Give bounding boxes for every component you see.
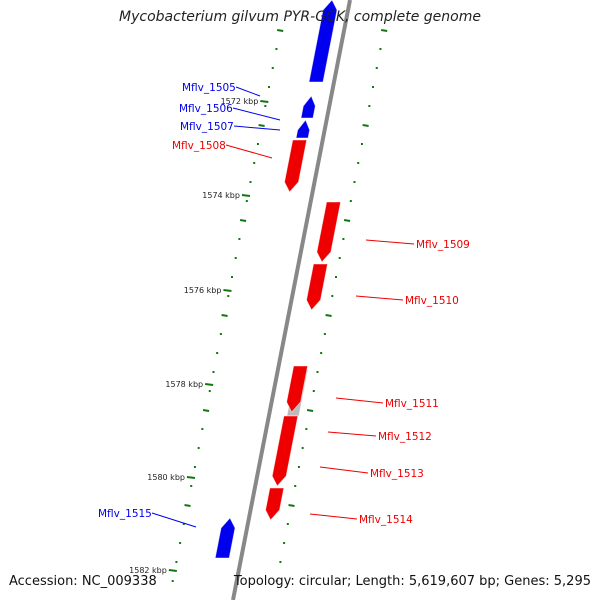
tick-marks — [171, 29, 388, 582]
gene-feature-Mflv_1514[interactable] — [265, 487, 285, 521]
gene-label-Mflv_1507[interactable]: Mflv_1507 — [180, 121, 234, 133]
gene-feature-Mflv_1508[interactable] — [284, 139, 308, 193]
gene-leader-line — [335, 397, 384, 404]
gene-leader-line — [232, 107, 281, 121]
gene-leader-line — [355, 295, 404, 301]
gene-label-Mflv_1509[interactable]: Mflv_1509 — [416, 239, 470, 251]
ruler-tick — [168, 569, 177, 572]
gene-label-Mflv_1510[interactable]: Mflv_1510 — [405, 295, 459, 307]
gene-feature-Mflv_1513[interactable] — [271, 415, 299, 487]
ruler-tick — [204, 383, 214, 386]
topology-label: Topology: circular; Length: 5,619,607 bp… — [233, 574, 591, 589]
gene-feature-Mflv_1515[interactable] — [214, 517, 236, 559]
gene-leader-line — [327, 431, 377, 437]
ruler-label: 1578 kbp — [165, 380, 203, 389]
tick-mark — [362, 124, 369, 127]
gene-leader-line — [309, 513, 358, 520]
ruler-label: 1574 kbp — [202, 191, 240, 200]
map-title: Mycobacterium gilvum PYR-GCK, complete g… — [119, 9, 481, 25]
tick-mark — [288, 504, 295, 507]
genome-backbone — [231, 0, 352, 600]
ruler-label: 1572 kbp — [221, 97, 259, 106]
gene-leader-line — [365, 239, 415, 245]
gene-label-Mflv_1514[interactable]: Mflv_1514 — [359, 514, 413, 526]
tick-mark — [343, 219, 351, 222]
gene-leader-line — [319, 466, 369, 474]
ruler-tick — [186, 476, 196, 479]
gene-feature-Mflv_1505[interactable] — [308, 0, 338, 83]
tick-mark — [306, 409, 314, 412]
tick-mark — [202, 409, 210, 412]
gene-leader-line — [233, 125, 281, 131]
gene-label-Mflv_1515[interactable]: Mflv_1515 — [98, 508, 152, 520]
tick-mark — [380, 29, 388, 32]
ruler-tick — [223, 289, 232, 292]
ruler-label: 1580 kbp — [147, 473, 185, 482]
gene-leader-line — [225, 144, 273, 159]
accession-label: Accession: NC_009338 — [9, 574, 157, 589]
tick-mark — [325, 314, 332, 317]
gene-label-Mflv_1512[interactable]: Mflv_1512 — [378, 431, 432, 443]
gene-leader-line — [235, 86, 261, 97]
gene-feature-Mflv_1510[interactable] — [306, 263, 329, 311]
ruler-tick — [241, 194, 251, 197]
ruler-label: 1576 kbp — [184, 286, 222, 295]
gene-feature-Mflv_1509[interactable] — [316, 201, 342, 263]
ruler-labels: 1572 kbp 1574 kbp 1576 kbp 1578 kbp 1580 kbp… — [129, 97, 269, 575]
gene-label-Mflv_1513[interactable]: Mflv_1513 — [370, 468, 424, 480]
gene-feature-Mflv_1506[interactable] — [300, 95, 316, 119]
gene-label-Mflv_1511[interactable]: Mflv_1511 — [385, 398, 439, 410]
tick-mark — [184, 504, 191, 507]
tick-mark — [276, 29, 284, 32]
ruler-label: 1582 kbp — [129, 566, 167, 575]
ruler-tick — [260, 100, 269, 103]
gene-leader-line — [151, 512, 197, 528]
tick-mark — [221, 314, 228, 317]
tick-mark — [239, 219, 247, 222]
gene-label-Mflv_1505[interactable]: Mflv_1505 — [182, 82, 236, 94]
gene-feature-Mflv_1512[interactable] — [286, 365, 309, 413]
gene-features — [214, 0, 342, 559]
tick-mark — [258, 124, 265, 127]
gene-label-Mflv_1508[interactable]: Mflv_1508 — [172, 140, 226, 152]
gene-feature-Mflv_1507[interactable] — [295, 119, 311, 139]
gene-label-Mflv_1506[interactable]: Mflv_1506 — [179, 103, 233, 115]
gene-labels: Mflv_1505 Mflv_1506 Mflv_1507 Mflv_1508 Mflv… — [98, 82, 470, 528]
